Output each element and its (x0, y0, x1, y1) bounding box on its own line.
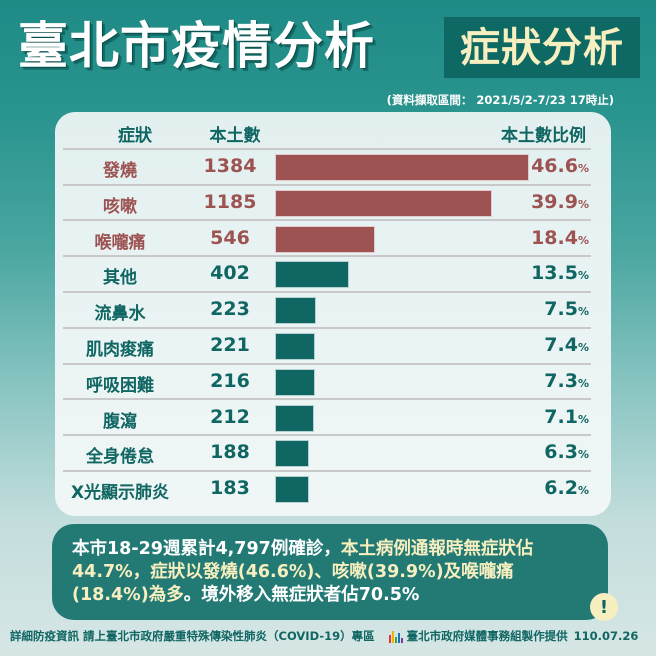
ratio-value: 13.5 (531, 262, 578, 285)
row-divider (63, 148, 591, 150)
row-divider (63, 290, 591, 293)
row-divider (63, 362, 591, 365)
summary-box: 本市18-29週累計4,797例確診，本土病例通報時無症狀佔44.7%，症狀以發… (52, 524, 608, 620)
footer-info: 詳細防疫資訊 請上臺北市政府嚴重特殊傳染性肺炎（COVID-19）專區 (10, 629, 375, 643)
percent-sign: % (577, 448, 589, 462)
symptom-count: 216 (210, 369, 250, 392)
row-divider (63, 326, 591, 329)
symptom-count: 1185 (203, 190, 257, 213)
symptom-ratio: 7.1% (544, 406, 589, 428)
symptom-name: 腹瀉 (103, 411, 137, 432)
badge-label: 症狀分析 (460, 24, 624, 71)
ratio-bar (275, 368, 315, 396)
symptom-count: 223 (210, 298, 250, 321)
table-row: 流鼻水 223 7.5% (55, 292, 611, 328)
table-row: X光顯示肺炎 183 6.2% (55, 471, 611, 507)
section-badge: 症狀分析 (444, 17, 640, 78)
percent-sign: % (577, 162, 589, 175)
symptom-ratio: 7.5% (544, 298, 589, 320)
ratio-value: 7.4 (544, 334, 578, 356)
table-row: 喉嚨痛 546 18.4% (55, 221, 611, 257)
symptom-ratio: 7.3% (544, 370, 589, 392)
symptom-table: 症狀 本土數 本土數比例 發燒 1384 46.6% 咳嗽 1185 39.9% 喉嚨痛 54… (55, 112, 611, 516)
row-divider (63, 434, 591, 437)
symptom-ratio: 6.2% (544, 477, 589, 499)
symptom-name: X光顯示肺炎 (70, 483, 170, 504)
row-divider (63, 219, 591, 222)
row-divider (63, 469, 591, 472)
percent-sign: % (577, 233, 589, 247)
footer-credit: 臺北市政府媒體事務組製作提供 (406, 629, 568, 643)
symptom-count: 188 (210, 441, 250, 464)
summary-text-end: 。境外移入無症狀者佔70.5% (183, 585, 420, 605)
symptom-ratio: 13.5% (531, 262, 589, 284)
ratio-bar (275, 261, 349, 289)
symptom-name: 其他 (103, 268, 137, 289)
percent-sign: % (577, 197, 589, 211)
symptom-name: 發燒 (103, 161, 137, 181)
symptom-ratio: 7.4% (544, 334, 589, 356)
percent-sign: % (577, 269, 589, 283)
ratio-value: 6.2 (544, 477, 578, 500)
symptom-ratio: 18.4% (531, 227, 589, 249)
ratio-value: 6.3 (544, 441, 578, 464)
footer-date: 110.07.26 (573, 629, 639, 643)
ratio-bar (275, 333, 315, 360)
symptom-ratio: 39.9% (531, 191, 589, 213)
table-row: 腹瀉 212 7.1% (55, 400, 611, 436)
footer: 詳細防疫資訊 請上臺北市政府嚴重特殊傳染性肺炎（COVID-19）專區 臺北市政… (10, 628, 650, 644)
ratio-bar (275, 404, 314, 432)
symptom-name: 呼吸困難 (86, 375, 154, 396)
table-row: 呼吸困難 216 7.3% (55, 364, 611, 400)
symptom-name: 肌肉痠痛 (86, 340, 154, 360)
table-row: 發燒 1384 46.6% (55, 149, 611, 185)
table-header: 症狀 本土數 本土數比例 (55, 112, 611, 148)
column-count: 本土數 (209, 126, 261, 146)
ratio-value: 7.5 (544, 298, 578, 321)
ratio-bar (275, 154, 529, 181)
ratio-value: 39.9 (531, 190, 578, 213)
symptom-count: 402 (210, 262, 250, 285)
percent-sign: % (577, 484, 589, 498)
ratio-value: 7.3 (544, 369, 578, 392)
exclamation-icon: ! (590, 593, 618, 621)
percent-sign: % (577, 412, 589, 426)
ratio-bar (275, 225, 375, 253)
ratio-bar (275, 440, 309, 468)
symptom-count: 1384 (203, 155, 257, 177)
table-row: 咳嗽 1185 39.9% (55, 185, 611, 221)
ratio-bar (275, 476, 309, 504)
table-row: 肌肉痠痛 221 7.4% (55, 328, 611, 364)
column-ratio: 本土數比例 (501, 126, 586, 146)
symptom-count: 212 (210, 405, 250, 428)
symptom-count: 546 (210, 226, 250, 249)
symptom-ratio: 46.6% (531, 155, 589, 177)
page-title: 臺北市疫情分析 (18, 17, 375, 75)
symptom-count: 221 (210, 334, 250, 356)
percent-sign: % (577, 341, 589, 354)
summary-text: 本市18-29週累計4,797例確診， (72, 539, 341, 559)
symptom-name: 咳嗽 (103, 196, 137, 217)
ratio-value: 46.6 (531, 155, 578, 177)
symptom-ratio: 6.3% (544, 441, 589, 463)
row-divider (63, 255, 591, 258)
ratio-bar (275, 297, 316, 325)
taipei-logo-icon (388, 629, 403, 643)
table-row: 其他 402 13.5% (55, 256, 611, 292)
summary-highlight: 本土病例通報時無症狀佔44.7%，症狀以發燒(46.6%)、咳嗽(39.9%)及… (72, 539, 534, 605)
symptom-count: 183 (210, 477, 250, 500)
symptom-name: 全身倦怠 (86, 447, 154, 468)
table-row: 全身倦怠 188 6.3% (55, 435, 611, 471)
date-range: (資料擷取區間： 2021/5/2-7/23 17時止) (386, 93, 614, 107)
row-divider (63, 183, 591, 186)
symptom-name: 流鼻水 (94, 304, 146, 325)
row-divider (63, 398, 591, 401)
ratio-value: 7.1 (544, 405, 578, 428)
percent-sign: % (577, 376, 589, 390)
percent-sign: % (577, 305, 589, 319)
symptom-name: 喉嚨痛 (94, 232, 146, 253)
ratio-value: 18.4 (531, 226, 578, 249)
ratio-bar (275, 189, 492, 217)
column-symptom: 症狀 (118, 126, 152, 146)
